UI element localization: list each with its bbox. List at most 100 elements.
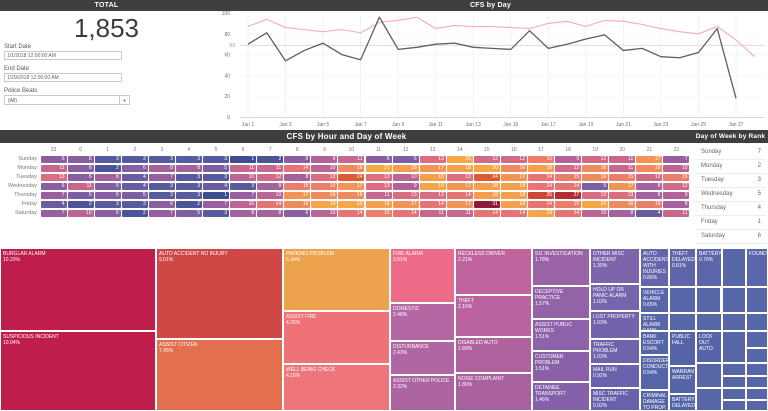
heatmap-cell[interactable]: 1 (230, 155, 257, 164)
heatmap-cell[interactable]: 14 (392, 209, 419, 218)
heatmap-cell[interactable]: 14 (257, 200, 284, 209)
heatmap-cell[interactable]: 16 (582, 164, 609, 173)
heatmap-cell[interactable]: 3 (203, 209, 230, 218)
chevron-down-icon[interactable]: ▼ (119, 96, 129, 104)
heatmap-cell[interactable]: 17 (446, 200, 473, 209)
heatmap-cell[interactable]: 19 (419, 182, 446, 191)
heatmap-cell[interactable]: 8 (609, 209, 636, 218)
heatmap-cell[interactable]: 4 (40, 200, 67, 209)
heatmap-cell[interactable]: 8 (175, 164, 202, 173)
heatmap-cell[interactable]: 18 (365, 200, 392, 209)
heatmap-cell[interactable]: 1 (203, 191, 230, 200)
treemap-cell-small[interactable] (746, 388, 768, 400)
heatmap-cell[interactable]: 14 (500, 209, 527, 218)
heatmap-cell[interactable]: 8 (636, 182, 663, 191)
heatmap-cell[interactable]: 13 (40, 173, 67, 182)
heatmap-cell[interactable]: 12 (257, 173, 284, 182)
heatmap-cell[interactable]: 14 (528, 173, 555, 182)
heatmap-cell[interactable]: 7 (148, 209, 175, 218)
heatmap-cell[interactable]: 3 (121, 155, 148, 164)
heatmap-cell[interactable]: 12 (500, 155, 527, 164)
heatmap-cell[interactable]: 9 (555, 155, 582, 164)
heatmap-cell[interactable]: 16 (582, 173, 609, 182)
treemap-cell-small[interactable] (746, 363, 768, 376)
heatmap-cell[interactable]: 18 (473, 182, 500, 191)
heatmap-cell[interactable]: 10 (67, 209, 94, 218)
treemap-cell[interactable]: HOLD UP OR PANIC ALARM 1.03% (590, 284, 640, 311)
heatmap-cell[interactable]: 11 (446, 209, 473, 218)
treemap-cell-small[interactable] (722, 331, 746, 363)
rank-row[interactable]: Saturday 6 (695, 229, 766, 244)
treemap-cell[interactable]: CRIMINAL DAMAGE TO PROP. DELAY (640, 390, 669, 411)
treemap-cell[interactable]: BURGLAR ALARM 10.20% (0, 248, 156, 331)
heatmap-cell[interactable]: 15 (636, 200, 663, 209)
heatmap-cell[interactable]: 16 (338, 191, 365, 200)
heatmap-cell[interactable]: 8 (148, 164, 175, 173)
heatmap-cell[interactable]: 6 (284, 209, 311, 218)
heatmap-cell[interactable]: 13 (609, 191, 636, 200)
heatmap-cell[interactable]: 18 (528, 164, 555, 173)
heatmap-cell[interactable]: 12 (636, 173, 663, 182)
heatmap-cell[interactable]: 14 (528, 200, 555, 209)
heatmap-cell[interactable]: 12 (473, 155, 500, 164)
treemap-cell[interactable]: SUSPICIOUS INCIDENT 10.04% (0, 331, 156, 411)
heatmap-cell[interactable]: 13 (582, 191, 609, 200)
heatmap-cell[interactable]: 13 (392, 191, 419, 200)
treemap-cell[interactable]: ASSIST OTHER POLICE 2.32% (390, 375, 455, 411)
heatmap-cell[interactable]: 11 (257, 164, 284, 173)
treemap-cell[interactable]: ASSIST FIRE 4.26% (283, 311, 390, 364)
heatmap-cell[interactable]: 11 (663, 209, 690, 218)
heatmap-cell[interactable]: 16 (636, 164, 663, 173)
heatmap-cell[interactable]: 13 (419, 191, 446, 200)
heatmap-cell[interactable]: 2 (175, 200, 202, 209)
heatmap-cell[interactable]: 13 (419, 155, 446, 164)
treemap-cell[interactable]: VEHICLE ALARM 0.65% (640, 287, 669, 313)
heatmap-cell[interactable]: 5 (203, 164, 230, 173)
treemap-cell-small[interactable] (746, 313, 768, 331)
heatmap-cell[interactable]: 12 (663, 182, 690, 191)
heatmap-cell[interactable]: 24 (338, 173, 365, 182)
heatmap-cell[interactable]: 6 (94, 209, 121, 218)
treemap-cell[interactable]: ASSIST CITIZEN 7.45% (156, 339, 283, 411)
treemap-cell-small[interactable] (746, 376, 768, 388)
heatmap-cell[interactable]: 15 (555, 200, 582, 209)
heatmap-cell[interactable]: 5 (582, 182, 609, 191)
line-series-upper-band[interactable] (247, 16, 756, 58)
heatmap-cell[interactable]: 15 (528, 155, 555, 164)
heatmap-cell[interactable]: 11 (609, 155, 636, 164)
heatmap-cell[interactable]: 3 (175, 173, 202, 182)
heatmap-cell[interactable]: 3 (175, 182, 202, 191)
heatmap-cell[interactable]: 3 (121, 200, 148, 209)
heatmap-cell[interactable]: 5 (94, 182, 121, 191)
heatmap-cell[interactable]: 8 (257, 209, 284, 218)
heatmap-cell[interactable]: 14 (528, 182, 555, 191)
heatmap-cell[interactable]: 15 (555, 173, 582, 182)
treemap-cell-small[interactable] (722, 287, 746, 313)
treemap-cell[interactable]: WARRANT ARREST (669, 366, 696, 394)
treemap-cell[interactable]: MISC TRAFFIC INCIDENT 0.92% (590, 388, 640, 411)
heatmap-cell[interactable]: 14 (473, 209, 500, 218)
heatmap-cell[interactable]: 8 (663, 200, 690, 209)
treemap-cell[interactable]: BANK ESCORT 0.54% (640, 331, 669, 355)
heatmap-cell[interactable]: 17 (446, 182, 473, 191)
police-beats-dropdown[interactable]: (All) ▼ (4, 95, 130, 105)
treemap-cell[interactable]: DISTURBANCE 2.43% (390, 341, 455, 375)
heatmap-cell[interactable]: 16 (338, 164, 365, 173)
treemap-cell[interactable]: RECKLESS DRIVER 2.21% (455, 248, 532, 295)
heatmap-cell[interactable]: 3 (203, 173, 230, 182)
treemap-cell[interactable]: PARKING PROBLEM 5.34% (283, 248, 390, 311)
heatmap-cell[interactable]: 3 (203, 155, 230, 164)
treemap-cell[interactable]: OTHER MISC INCIDENT 1.30% (590, 248, 640, 284)
treemap-cell[interactable]: BATTERY 0.76% (696, 248, 722, 287)
heatmap-cell[interactable]: 11 (609, 164, 636, 173)
heatmap-cell[interactable]: 17 (419, 164, 446, 173)
heatmap-cell[interactable]: 20 (446, 155, 473, 164)
treemap-cell[interactable]: PUBLIC FALL (669, 331, 696, 366)
rank-row[interactable]: Sunday 7 (695, 145, 766, 160)
heatmap-cell[interactable]: 8 (230, 209, 257, 218)
treemap-cell-small[interactable] (669, 287, 696, 313)
heatmap-cell[interactable]: 13 (365, 182, 392, 191)
heatmap-cell[interactable]: 18 (500, 191, 527, 200)
heatmap-cell[interactable]: 9 (392, 182, 419, 191)
treemap-cell-small[interactable] (722, 248, 746, 287)
